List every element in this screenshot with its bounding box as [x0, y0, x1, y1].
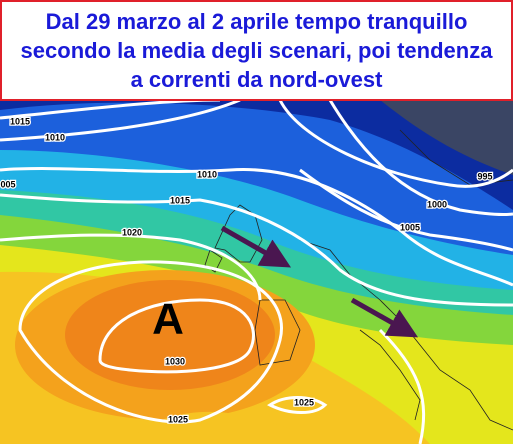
- isobar: [299, 168, 513, 252]
- isobar: [0, 167, 513, 287]
- isobar-label: 995: [477, 171, 492, 181]
- isobar: [278, 99, 513, 188]
- isobar: [328, 99, 513, 216]
- isobar-labels: 1015 1010 005 1010 1015 1020 995 1000 1005 1030 10…: [0, 115, 494, 426]
- isobar: [0, 233, 262, 301]
- isobar: [0, 98, 241, 142]
- isobar-label: 1015: [170, 195, 190, 205]
- title-line: Dal 29 marzo al 2 aprile tempo tranquill…: [45, 9, 468, 34]
- wind-arrow: [350, 297, 419, 338]
- title-line: a correnti da nord-ovest: [130, 67, 383, 92]
- dark-area: [380, 100, 513, 175]
- isobar: [98, 298, 255, 374]
- isobar-label: 1030: [165, 356, 185, 366]
- title-line: secondo la media degli scenari, poi tend…: [20, 38, 493, 63]
- isobar-label: 1015: [10, 116, 30, 126]
- title-box: Dal 29 marzo al 2 aprile tempo tranquill…: [0, 0, 513, 101]
- isobar-label: 1025: [168, 414, 188, 424]
- band: [65, 280, 275, 390]
- isobar: [267, 396, 328, 414]
- isobar: [18, 260, 283, 424]
- isobar-label: 1020: [122, 227, 142, 237]
- isobar-label: 1025: [294, 397, 314, 407]
- isobar-label: 1010: [197, 169, 217, 179]
- isobar-label: 1005: [400, 222, 420, 232]
- isobar: [0, 193, 513, 307]
- high-pressure-label: A: [152, 295, 184, 344]
- isobar: [378, 328, 426, 444]
- isobar-label: 005: [0, 179, 15, 189]
- wind-arrow: [220, 225, 292, 268]
- isobar-label: 1000: [427, 199, 447, 209]
- isobar-label: 1010: [45, 132, 65, 142]
- band: [130, 411, 330, 444]
